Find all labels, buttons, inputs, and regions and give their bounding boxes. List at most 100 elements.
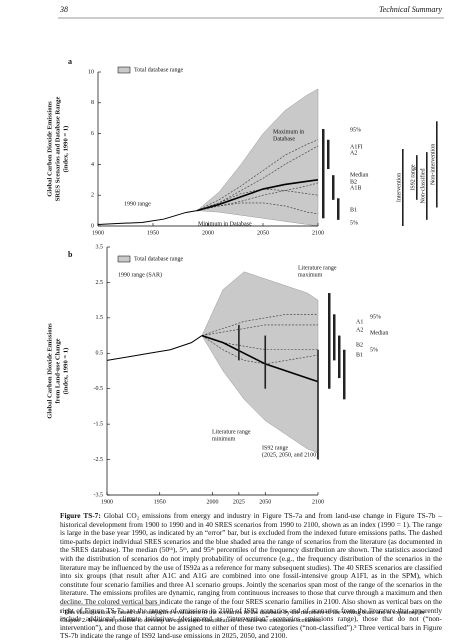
y-tick-label: 2.5 [96,280,104,286]
caption: Figure TS-7: Global CO₂ emissions from e… [60,511,442,641]
y-tick-label: -0.5 [94,386,104,392]
scenario-label: A1FI [350,144,363,150]
scenario-label: B2 [350,179,357,185]
y-axis-label: Global Carbon Dioxide Emissions [47,101,54,197]
annotation: IS92 range [262,445,288,451]
panel-label: b [68,250,73,259]
x-tick-label: 2100 [312,230,324,236]
database-range [196,88,319,227]
annotation: Minimum in Database [198,221,252,227]
y-tick-label: -2.5 [94,457,104,463]
range-bar-label: Non-intervention [430,144,436,185]
y-tick-label: 4 [91,162,94,168]
y-axis-label: (index, 1990 = 1) [63,126,70,173]
family-range-bar [332,175,335,200]
percentile-label: Median [370,330,388,336]
y-tick-label: 2 [91,193,94,199]
scenario-line [201,324,318,336]
percentile-label: 95% [350,127,361,133]
scenario-label: A2 [350,150,357,156]
percentile-label: 5% [350,220,358,226]
scenario-label: B2 [356,342,363,348]
is92-bar [317,349,319,460]
y-tick-label: 1.5 [96,315,104,321]
page-number: 38 [59,5,68,14]
y-tick-label: 8 [91,100,94,106]
historical-line [106,335,203,361]
percentile-label: 5% [370,347,378,353]
range-bar [416,155,418,200]
is92-bar [264,335,267,389]
family-range-bar [327,139,330,170]
median-line [196,179,319,212]
x-tick-label: 2025 [233,499,245,505]
is92-bar [238,324,240,361]
y-axis-label: from Land-use Change [55,338,62,403]
running-title: Technical Summary [379,5,442,14]
y-tick-label: 10 [88,69,94,75]
annotation: (2025, 2050, and 2100) [262,451,318,458]
scenario-line [196,145,319,211]
y-axis-label: SRES Scenarios and Database Range [55,97,62,202]
annotation: 1990 range (SAR) [118,271,162,278]
y-tick-label: -1.5 [94,422,104,428]
family-range-bar [338,335,341,379]
scenario-line [196,188,319,211]
range-bar [436,121,438,208]
annotation: Literature range [298,265,337,271]
legend-swatch [117,66,131,74]
y-tick-label: -3.5 [94,492,104,498]
scenario-label: A2 [356,327,363,333]
caption-label: Figure TS-7: [60,511,101,520]
legend-label: Total database range [134,67,184,73]
scenario-label: A1 [356,319,363,325]
scenario-label: B1 [356,352,363,358]
family-range-bar [343,349,346,400]
x-tick-label: 1950 [154,499,166,505]
family-range-bar [333,314,336,361]
historical-line [97,210,198,225]
footnote: ⁵ This classification is based on a subj… [60,609,425,624]
y-tick-label: 3.5 [96,244,104,250]
range-bar-label: IS92 range [410,164,416,190]
range-bar [402,149,404,226]
legend-label: Total database range [134,256,184,262]
x-tick-label: 2000 [202,230,214,236]
range-bar-label: Intervention [396,173,402,202]
x-tick-label: 2100 [312,499,324,505]
scenario-line [196,139,319,211]
annotation: 1990 range [124,201,151,207]
x-tick-label: 2000 [207,499,219,505]
y-tick-label: 6 [91,131,94,137]
caption-text: Global CO₂ emissions from energy and ind… [60,511,442,641]
annotation: minimum [212,436,236,442]
legend-swatch [117,255,131,263]
y-tick-label: 0.5 [96,351,104,357]
range-bar-label: Non-classified [419,168,426,203]
family-range-bar [322,128,325,219]
y-tick-label: 0 [91,223,94,229]
x-tick-label: 1900 [92,230,104,236]
panel-label: a [68,57,72,66]
percentile-label: Median [350,172,368,178]
annotation: Maximum in [273,129,304,135]
annotation: maximum [298,272,323,278]
annotation: Literature range [212,429,251,435]
x-tick-label: 2050 [259,499,271,505]
annotation: Database [273,136,295,142]
family-range-bar [337,198,340,220]
y-axis-label: (index, 1990 = 1) [63,348,70,395]
scenario-label: A1B [350,185,361,191]
scenario-line [196,202,319,214]
percentile-label: 95% [370,314,381,320]
scenario-line [201,314,318,336]
range-bar [426,152,428,220]
y-axis-label: Global Carbon Dioxide Emissions [47,323,54,419]
scenario-label: B1 [350,207,357,213]
x-tick-label: 2050 [257,230,269,236]
x-tick-label: 1950 [147,230,159,236]
x-tick-label: 1900 [101,499,113,505]
family-range-bar [328,293,331,389]
